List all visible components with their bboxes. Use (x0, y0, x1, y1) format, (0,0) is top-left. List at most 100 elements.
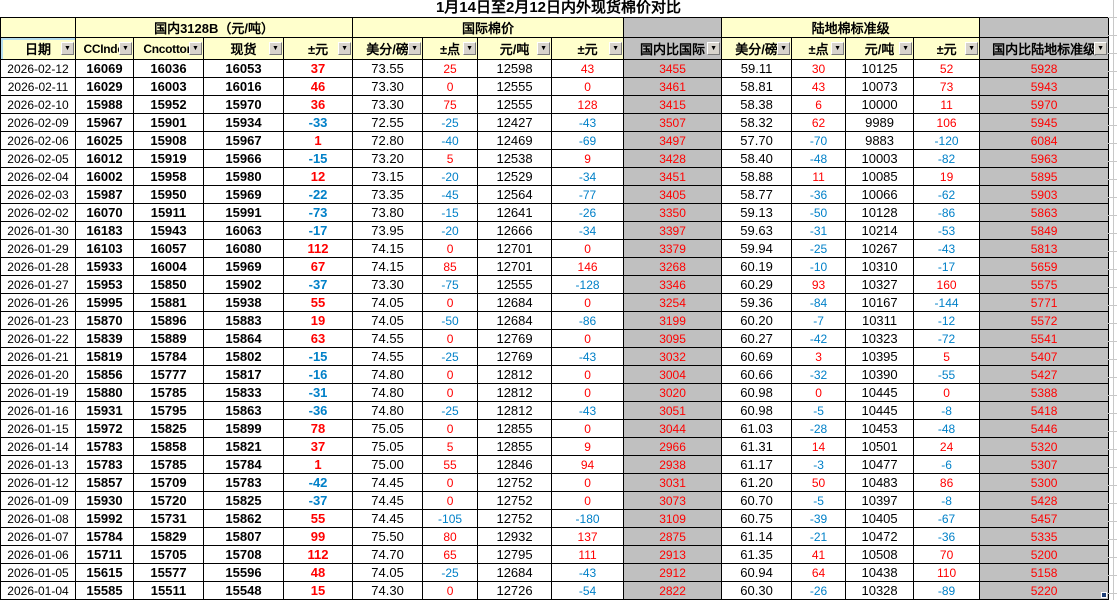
cell-upland-change[interactable]: 73 (913, 77, 981, 96)
cell-upland-yuan[interactable]: 10397 (845, 491, 915, 510)
cell-upland-change[interactable]: -48 (913, 419, 981, 438)
cell-upland-points[interactable]: -3 (791, 455, 847, 474)
cell-intl-points[interactable]: 85 (422, 257, 479, 276)
cell-cn-vs-upland[interactable]: 5863 (979, 203, 1110, 222)
filter-dropdown-button[interactable]: ▼ (777, 41, 791, 55)
cell-ccindex[interactable]: 15585 (75, 581, 134, 600)
cell-intl-points[interactable]: 0 (422, 383, 479, 402)
cell-intl-cents[interactable]: 73.55 (352, 59, 424, 78)
cell-spot[interactable]: 15969 (203, 257, 284, 276)
cell-date[interactable]: 2026-02-11 (0, 77, 76, 96)
cell-upland-change[interactable]: -8 (913, 491, 981, 510)
cell-intl-points[interactable]: -25 (422, 401, 479, 420)
cell-upland-points[interactable]: 0 (791, 383, 847, 402)
cell-intl-change[interactable]: -86 (551, 311, 625, 330)
cell-upland-change[interactable]: -12 (913, 311, 981, 330)
cell-date[interactable]: 2026-01-08 (0, 509, 76, 528)
cell-ccindex[interactable]: 15933 (75, 257, 134, 276)
cell-intl-change[interactable]: 128 (551, 95, 625, 114)
cell-upland-cents[interactable]: 60.70 (721, 491, 793, 510)
cell-spot-change[interactable]: -37 (282, 275, 354, 294)
cell-upland-yuan[interactable]: 10328 (845, 581, 915, 600)
cell-spot[interactable]: 15863 (203, 401, 284, 420)
cell-upland-yuan[interactable]: 10327 (845, 275, 915, 294)
cell-date[interactable]: 2026-01-09 (0, 491, 76, 510)
cell-spot[interactable]: 15817 (203, 365, 284, 384)
cell-intl-change[interactable]: 43 (551, 59, 625, 78)
cell-upland-yuan[interactable]: 10066 (845, 185, 915, 204)
filter-dropdown-button[interactable]: ▼ (1094, 41, 1108, 55)
cell-cn-vs-intl[interactable]: 3379 (623, 239, 723, 258)
column-header-upland-cents[interactable]: 美分/磅 ▼ (721, 37, 793, 60)
cell-upland-change[interactable]: 0 (913, 383, 981, 402)
cell-cncotton[interactable]: 16003 (133, 77, 204, 96)
cell-ccindex[interactable]: 15972 (75, 419, 134, 438)
cell-spot[interactable]: 16080 (203, 239, 284, 258)
cell-intl-yuan[interactable]: 12769 (477, 329, 553, 348)
column-header-cn-vs-upland[interactable]: 国内比陆地标准级 ▼ (979, 37, 1110, 60)
cell-upland-cents[interactable]: 58.81 (721, 77, 793, 96)
cell-ccindex[interactable]: 15783 (75, 455, 134, 474)
column-header-upland-change[interactable]: ±元 ▼ (913, 37, 981, 60)
cell-upland-yuan[interactable]: 10477 (845, 455, 915, 474)
cell-intl-cents[interactable]: 73.95 (352, 221, 424, 240)
cell-upland-change[interactable]: -62 (913, 185, 981, 204)
cell-upland-change[interactable]: -89 (913, 581, 981, 600)
cell-upland-change[interactable]: -86 (913, 203, 981, 222)
cell-cn-vs-upland[interactable]: 5418 (979, 401, 1110, 420)
cell-intl-change[interactable]: 0 (551, 365, 625, 384)
cell-date[interactable]: 2026-01-16 (0, 401, 76, 420)
cell-cncotton[interactable]: 15825 (133, 419, 204, 438)
cell-date[interactable]: 2026-01-22 (0, 329, 76, 348)
cell-upland-yuan[interactable]: 10214 (845, 221, 915, 240)
cell-intl-change[interactable]: 0 (551, 419, 625, 438)
cell-spot-change[interactable]: 12 (282, 167, 354, 186)
cell-date[interactable]: 2026-01-29 (0, 239, 76, 258)
cell-upland-cents[interactable]: 58.38 (721, 95, 793, 114)
cell-intl-yuan[interactable]: 12701 (477, 239, 553, 258)
column-header-intl-yuan[interactable]: 元/吨 ▼ (477, 37, 553, 60)
cell-spot[interactable]: 15596 (203, 563, 284, 582)
cell-intl-change[interactable]: -26 (551, 203, 625, 222)
cell-spot-change[interactable]: 15 (282, 581, 354, 600)
cell-upland-points[interactable]: -5 (791, 491, 847, 510)
cell-spot-change[interactable]: 99 (282, 527, 354, 546)
cell-spot-change[interactable]: -33 (282, 113, 354, 132)
filter-dropdown-button[interactable]: ▼ (463, 41, 477, 55)
cell-intl-cents[interactable]: 74.15 (352, 257, 424, 276)
cell-spot-change[interactable]: 112 (282, 239, 354, 258)
group-header-0[interactable] (0, 17, 76, 38)
cell-intl-yuan[interactable]: 12855 (477, 419, 553, 438)
cell-upland-change[interactable]: 106 (913, 113, 981, 132)
cell-cn-vs-intl[interactable]: 3405 (623, 185, 723, 204)
cell-upland-change[interactable]: -55 (913, 365, 981, 384)
cell-cn-vs-upland[interactable]: 5388 (979, 383, 1110, 402)
cell-cn-vs-intl[interactable]: 2822 (623, 581, 723, 600)
cell-cn-vs-intl[interactable]: 2875 (623, 527, 723, 546)
cell-cn-vs-upland[interactable]: 5771 (979, 293, 1110, 312)
cell-intl-cents[interactable]: 74.05 (352, 311, 424, 330)
cell-ccindex[interactable]: 15819 (75, 347, 134, 366)
cell-cncotton[interactable]: 16004 (133, 257, 204, 276)
cell-intl-change[interactable]: 146 (551, 257, 625, 276)
cell-ccindex[interactable]: 16070 (75, 203, 134, 222)
filter-dropdown-button[interactable]: ▼ (537, 41, 551, 55)
cell-intl-cents[interactable]: 74.05 (352, 293, 424, 312)
cell-date[interactable]: 2026-01-15 (0, 419, 76, 438)
cell-spot[interactable]: 15862 (203, 509, 284, 528)
cell-date[interactable]: 2026-02-03 (0, 185, 76, 204)
cell-cncotton[interactable]: 16057 (133, 239, 204, 258)
cell-intl-yuan[interactable]: 12932 (477, 527, 553, 546)
cell-intl-yuan[interactable]: 12812 (477, 383, 553, 402)
cell-intl-points[interactable]: 0 (422, 77, 479, 96)
cell-upland-yuan[interactable]: 10390 (845, 365, 915, 384)
cell-cncotton[interactable]: 15919 (133, 149, 204, 168)
cell-spot[interactable]: 15548 (203, 581, 284, 600)
cell-cn-vs-upland[interactable]: 5970 (979, 95, 1110, 114)
cell-upland-points[interactable]: -10 (791, 257, 847, 276)
cell-intl-points[interactable]: -15 (422, 203, 479, 222)
cell-upland-yuan[interactable]: 10472 (845, 527, 915, 546)
cell-intl-change[interactable]: -180 (551, 509, 625, 528)
cell-date[interactable]: 2026-01-20 (0, 365, 76, 384)
cell-upland-yuan[interactable]: 10085 (845, 167, 915, 186)
